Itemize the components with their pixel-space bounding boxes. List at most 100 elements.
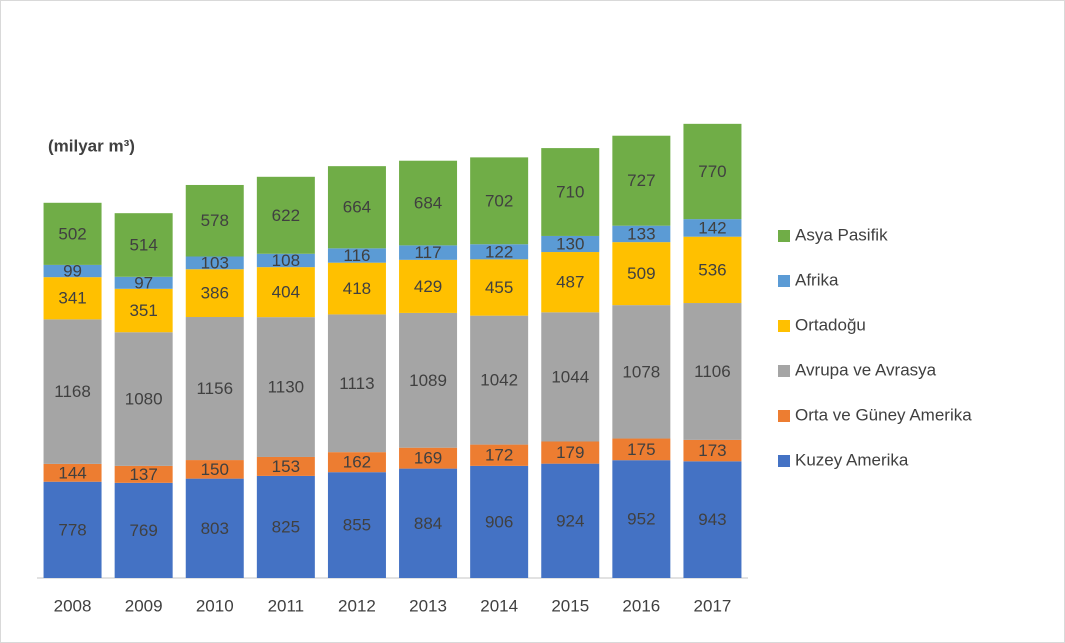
bar-segment: [399, 447, 458, 469]
bar-segment: [541, 148, 600, 236]
bar-segment: [470, 259, 529, 316]
bar-segment: [327, 472, 386, 578]
bar-segment: [256, 267, 315, 318]
bar-segment: [612, 305, 671, 439]
bar-segment: [185, 269, 244, 318]
legend-swatch: [778, 455, 790, 467]
data-label: 404: [272, 283, 300, 302]
data-label: 1168: [54, 382, 91, 401]
bar-segment: [43, 319, 102, 464]
legend-swatch: [778, 230, 790, 242]
data-label: 116: [343, 246, 370, 265]
bar-segment: [43, 202, 102, 265]
bar-segment: [327, 166, 386, 249]
data-label: 727: [627, 171, 655, 190]
x-tick-label: 2010: [196, 596, 234, 615]
data-label: 778: [58, 520, 86, 539]
bar-segment: [256, 253, 315, 268]
bar-segment: [683, 461, 742, 578]
legend-swatch: [778, 410, 790, 422]
bar-segment: [185, 184, 244, 257]
data-label: 103: [201, 253, 229, 272]
legend-swatch: [778, 365, 790, 377]
bar-segment: [399, 312, 458, 448]
data-label: 578: [201, 211, 229, 230]
data-label: 97: [134, 273, 153, 292]
bar-segment: [327, 262, 386, 315]
data-label: 710: [556, 183, 584, 202]
data-label: 702: [485, 191, 513, 210]
data-label: 1113: [339, 374, 374, 393]
data-label: 924: [556, 511, 584, 530]
data-label: 130: [556, 234, 584, 253]
bar-segment: [185, 478, 244, 578]
data-label: 418: [343, 279, 371, 298]
bar-segment: [327, 452, 386, 473]
bar-segment: [185, 317, 244, 461]
data-label: 455: [485, 278, 513, 297]
bar-segment: [256, 456, 315, 476]
data-label: 1089: [409, 371, 447, 390]
data-label: 137: [129, 465, 157, 484]
bar-segment: [399, 245, 458, 260]
bar-segment: [256, 317, 315, 457]
bar-segment: [541, 235, 600, 253]
bar-segment: [327, 314, 386, 453]
data-label: 142: [698, 218, 726, 237]
bar-segment: [612, 242, 671, 306]
bar-segment: [256, 475, 315, 578]
bar-segment: [541, 463, 600, 578]
bar-segment: [683, 219, 742, 237]
x-tick-label: 2011: [268, 596, 305, 615]
bar-segment: [114, 213, 173, 277]
bar-segment: [43, 277, 102, 320]
data-label: 1106: [694, 362, 731, 381]
data-label: 664: [343, 198, 371, 217]
data-label: 150: [201, 460, 229, 479]
data-label: 514: [129, 235, 157, 254]
data-label: 351: [129, 301, 157, 320]
x-tick-label: 2013: [409, 596, 447, 615]
legend-label: Avrupa ve Avrasya: [795, 360, 937, 379]
x-tick-label: 2015: [551, 596, 589, 615]
legend-swatch: [778, 275, 790, 287]
data-label: 1044: [551, 367, 589, 386]
legend-label: Kuzey Amerika: [795, 450, 909, 469]
data-label: 502: [58, 224, 86, 243]
bar-segment: [327, 248, 386, 263]
bar-segment: [683, 439, 742, 462]
data-label: 952: [627, 510, 655, 529]
data-label: 99: [63, 262, 82, 281]
bar-segment: [114, 288, 173, 333]
data-label: 1080: [125, 390, 163, 409]
bar-segment: [683, 303, 742, 440]
bar-segment: [399, 468, 458, 578]
x-tick-label: 2009: [125, 596, 163, 615]
bar-segment: [114, 482, 173, 578]
bar-segment: [43, 264, 102, 278]
data-label: 153: [272, 457, 300, 476]
bar-segment: [541, 312, 600, 442]
data-label: 386: [201, 284, 229, 303]
data-label: 144: [58, 463, 86, 482]
x-tick-label: 2012: [338, 596, 376, 615]
legend-label: Asya Pasifik: [795, 225, 888, 244]
data-label: 108: [272, 251, 300, 270]
x-tick-label: 2008: [54, 596, 92, 615]
data-label: 769: [129, 521, 157, 540]
data-label: 162: [343, 453, 371, 472]
bar-segment: [612, 438, 671, 461]
bar-segment: [470, 465, 529, 578]
data-label: 1042: [480, 371, 518, 390]
bar-segment: [470, 315, 529, 445]
data-label: 175: [627, 440, 655, 459]
data-label: 173: [698, 441, 726, 460]
bar-segment: [114, 332, 173, 466]
bar-segment: [612, 225, 671, 243]
data-label: 855: [343, 516, 371, 535]
data-label: 133: [627, 224, 655, 243]
bar-segment: [470, 157, 529, 245]
x-tick-label: 2014: [480, 596, 518, 615]
